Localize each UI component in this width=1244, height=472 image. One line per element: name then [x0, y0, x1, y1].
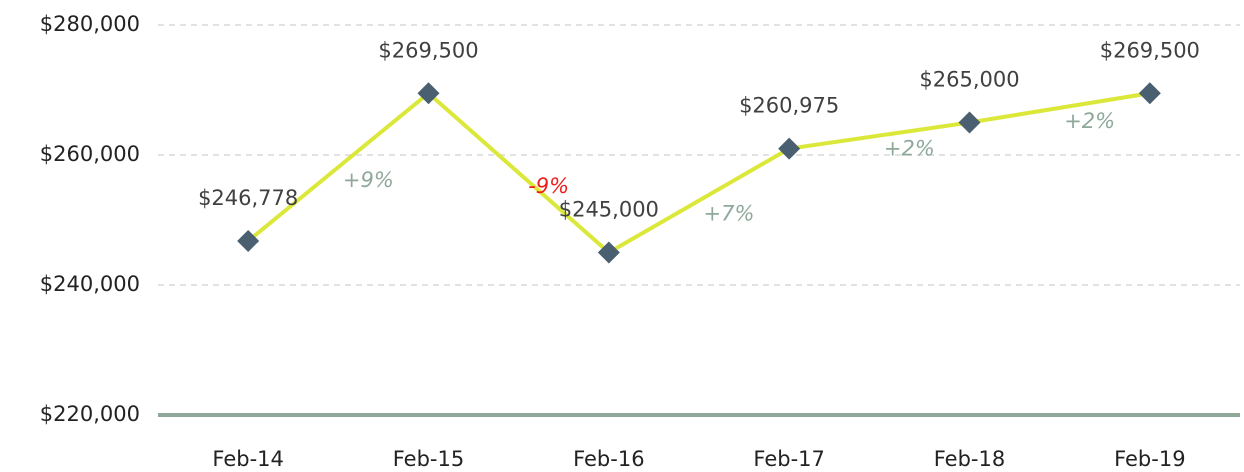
x-tick-label: Feb-14	[212, 447, 283, 471]
value-label: $269,500	[1100, 38, 1200, 62]
y-tick-label: $240,000	[40, 272, 140, 296]
marker	[237, 229, 260, 252]
change-label: +9%	[343, 168, 394, 192]
value-label: $269,500	[378, 38, 478, 62]
x-tick-label: Feb-19	[1114, 447, 1185, 471]
x-tick-label: Feb-16	[573, 447, 644, 471]
marker	[597, 241, 620, 264]
y-tick-label: $260,000	[40, 142, 140, 166]
marker	[958, 111, 981, 134]
change-label: -9%	[528, 174, 569, 198]
value-label: $260,975	[739, 94, 839, 118]
x-tick-label: Feb-17	[753, 447, 824, 471]
change-label: +2%	[1064, 109, 1115, 133]
value-label: $245,000	[559, 198, 659, 222]
value-label: $246,778	[198, 186, 298, 210]
x-tick-label: Feb-15	[393, 447, 464, 471]
y-tick-label: $220,000	[40, 402, 140, 426]
change-label: +7%	[704, 202, 755, 226]
marker	[778, 137, 801, 160]
x-tick-label: Feb-18	[934, 447, 1005, 471]
y-tick-label: $280,000	[40, 12, 140, 36]
marker	[417, 82, 440, 105]
change-label: +2%	[884, 137, 935, 161]
marker	[1138, 82, 1161, 105]
value-label: $265,000	[919, 68, 1019, 92]
line	[246, 90, 1151, 255]
